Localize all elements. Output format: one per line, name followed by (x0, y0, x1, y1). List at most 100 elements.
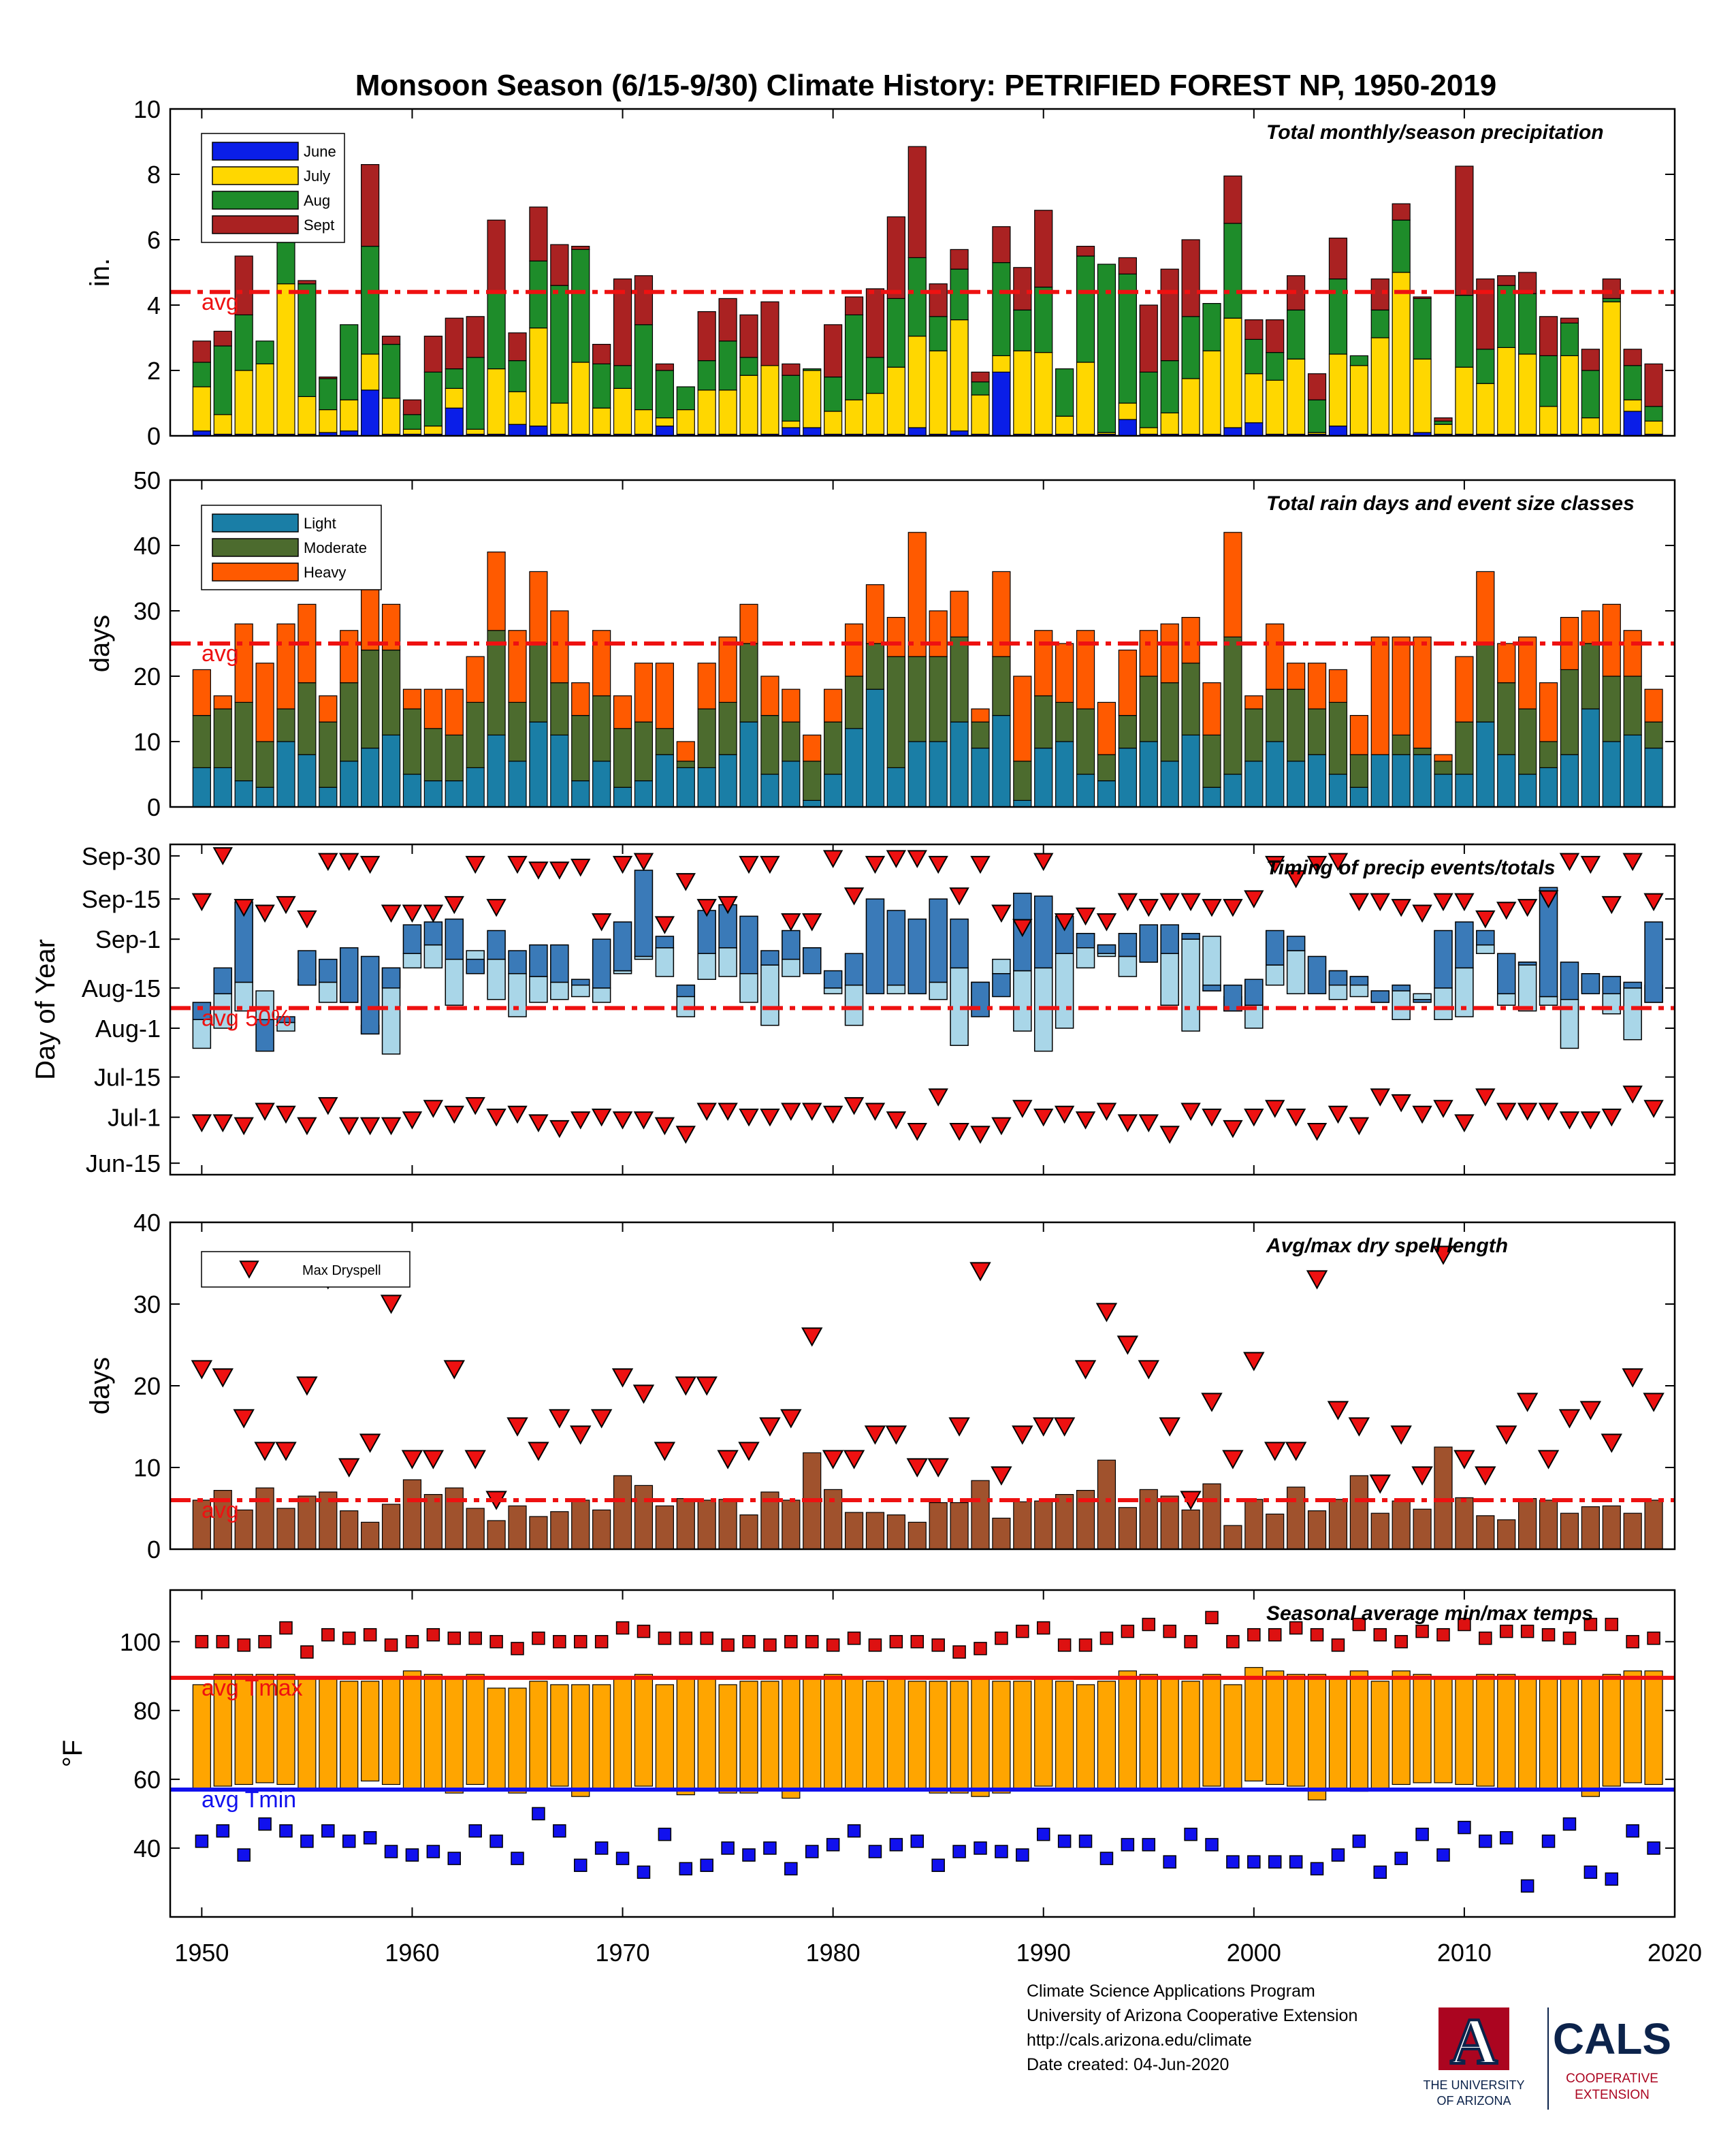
temp-range-bar (718, 1684, 737, 1794)
precip-bar-july (1434, 424, 1453, 435)
first-event-marker (865, 1102, 886, 1121)
x-tick-label: 1990 (1016, 1939, 1071, 1967)
max-dryspell-marker (632, 1384, 655, 1404)
max-dryspell-marker (1558, 1409, 1581, 1429)
raindays-bar-light (634, 780, 654, 808)
raindays-bar-light (676, 767, 695, 808)
raindays-bar-heavy (782, 688, 801, 723)
first-event-marker (359, 1117, 381, 1136)
tmin-marker (532, 1807, 545, 1821)
last-event-marker (381, 904, 402, 923)
raindays-bar-moderate (255, 741, 274, 788)
first-event-marker (528, 1114, 549, 1132)
raindays-bar-light (1118, 747, 1137, 808)
timing-bar-early (1623, 987, 1642, 1041)
timing-bar-late (487, 930, 506, 960)
temp-range-bar (1118, 1670, 1137, 1790)
first-event-marker (696, 1102, 717, 1121)
tmin-marker (847, 1824, 861, 1838)
y-tick-label: Aug-15 (82, 974, 161, 1002)
first-event-marker (654, 1117, 675, 1136)
plots-container: 0 2 4 6 8 10 avg June July Aug Sept Total monthly/s… (31, 95, 1702, 1967)
precip-bar-july (298, 396, 317, 435)
last-event-marker (570, 859, 591, 877)
raindays-bar-heavy (1539, 682, 1558, 742)
tmax-marker (1605, 1617, 1619, 1632)
timing-bar-late (1602, 976, 1622, 995)
raindays-bar-moderate (1539, 741, 1558, 769)
precip-bar-june (655, 425, 674, 436)
cals-line1: COOPERATIVE (1566, 2071, 1658, 2086)
precip-bar-july (1013, 350, 1032, 435)
max-dryspell-marker (275, 1442, 297, 1461)
raindays-bar-moderate (381, 649, 401, 735)
first-event-marker (949, 1123, 969, 1141)
avg-raindays-line-label: avg (202, 641, 239, 667)
precip-bar-aug (1602, 298, 1621, 302)
temp-range-bar (865, 1681, 885, 1790)
y-tick-label: Aug-1 (95, 1015, 161, 1043)
precip-bar-aug (1266, 351, 1285, 381)
avg-dryspell-bar (907, 1521, 927, 1550)
temp-range-bar (571, 1684, 590, 1797)
tmax-marker (511, 1642, 524, 1655)
last-event-marker (760, 855, 780, 874)
max-dryspell-marker (1243, 1352, 1265, 1371)
precip-bar-sept (550, 244, 569, 286)
precip-bar-aug (592, 363, 611, 409)
avg-dryspell-bar (634, 1485, 654, 1550)
avg-dryspell-bar (929, 1502, 948, 1550)
timing-bar-early (886, 984, 906, 995)
tmax-marker (1394, 1635, 1408, 1649)
raindays-bar-moderate (782, 721, 801, 762)
precip-bar-july (865, 392, 885, 435)
tmin-marker (384, 1845, 398, 1858)
precip-bar-sept (571, 246, 590, 251)
timing-bar-early (592, 987, 611, 1003)
last-event-marker (1054, 913, 1075, 932)
raindays-bar-heavy (803, 734, 822, 762)
x-tick-label: 1980 (806, 1939, 861, 1967)
raindays-bar-moderate (1644, 721, 1663, 749)
timing-bar-early (1496, 993, 1516, 1006)
tmin-marker (952, 1845, 966, 1858)
temp-range-bar (213, 1674, 232, 1787)
tmax-marker (995, 1631, 1008, 1645)
y-tick-label: 0 (147, 1536, 161, 1563)
footer-url[interactable]: http://cals.arizona.edu/climate (1027, 2031, 1252, 2050)
raindays-bar-light (1455, 774, 1474, 808)
ua-logo-block (1438, 2007, 1509, 2070)
temp-range-bar (276, 1674, 295, 1785)
legend-swatch (212, 142, 299, 161)
max-dryspell-marker (675, 1376, 696, 1396)
precip-bar-july (1497, 347, 1516, 435)
timing-bar-early (844, 984, 864, 1026)
timing-bar-late (1517, 962, 1537, 966)
tmin-marker (1584, 1865, 1598, 1879)
max-dryspell-marker (1138, 1360, 1159, 1380)
avg-dryspell-bar (1392, 1500, 1411, 1550)
last-event-marker (1138, 899, 1159, 917)
first-event-marker (402, 1111, 423, 1130)
timing-bar-early (1160, 953, 1179, 1006)
precip-bar-sept (1497, 275, 1516, 286)
first-event-marker (633, 1111, 654, 1130)
raindays-bar-moderate (1560, 669, 1579, 755)
avg-dryspell-bar (1097, 1459, 1116, 1550)
timing-bar-late (402, 924, 422, 955)
raindays-bar-light (340, 761, 359, 808)
raindays-bar-moderate (1476, 643, 1495, 723)
raindays-bar-moderate (844, 676, 864, 729)
raindays-bar-light (782, 761, 801, 808)
max-dryspell-marker (801, 1327, 823, 1347)
precip-bar-aug (1118, 273, 1137, 404)
precip-bar-july (1055, 415, 1074, 435)
tmin-marker (279, 1824, 293, 1838)
avg-dryspell-bar (529, 1516, 548, 1550)
timing-bar-late (907, 918, 927, 995)
precip-bar-sept (971, 371, 990, 383)
timing-bar-late (1328, 970, 1348, 986)
max-dryspell-marker (1496, 1425, 1517, 1445)
raindays-bar-heavy (613, 695, 632, 729)
precip-bar-sept (234, 255, 253, 316)
